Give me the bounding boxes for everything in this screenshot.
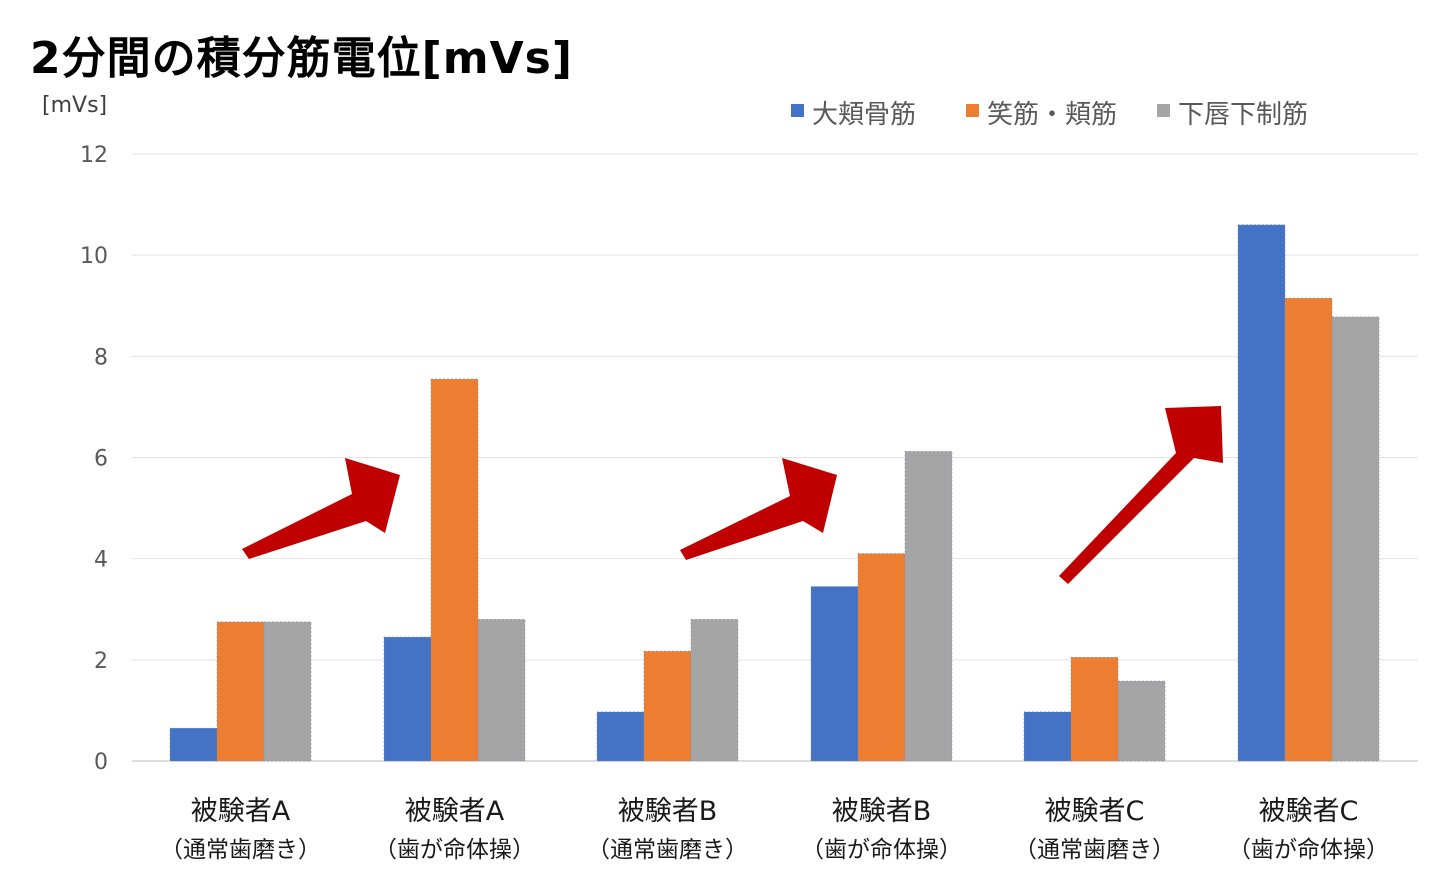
- bar-2-5: [1070, 657, 1119, 762]
- bar-1-4: [810, 586, 859, 762]
- bar-2-1: [216, 621, 265, 762]
- legend: 大頬骨筋 笑筋・頬筋 下唇下制筋: [791, 100, 1308, 130]
- bar-3-2: [477, 619, 526, 762]
- chart-title: 2分間の積分筋電位[mVs]: [30, 33, 573, 84]
- category-label: 被験者A: [191, 796, 291, 827]
- y-tick-label: 4: [94, 548, 108, 573]
- bar-3-3: [690, 619, 739, 762]
- legend-swatch: [1157, 104, 1170, 117]
- y-tick-label: 0: [94, 750, 108, 775]
- bar-2-2: [430, 378, 479, 762]
- bar-2-6: [1284, 297, 1333, 762]
- category-sublabel: （歯が命体操）: [1228, 837, 1389, 863]
- bar-3-6: [1331, 316, 1380, 762]
- trend-arrows: [242, 406, 1223, 584]
- x-axis-category-labels: 被験者A （通常歯磨き） 被験者A （歯が命体操） 被験者B （通常歯磨き） 被験者B （歯が…: [160, 796, 1389, 863]
- y-tick-label: 2: [94, 649, 108, 674]
- bar-1-6: [1237, 224, 1286, 762]
- bar-1-1: [169, 727, 218, 762]
- y-axis-unit-label: [mVs]: [42, 93, 107, 118]
- category-label: 被験者B: [832, 796, 932, 827]
- category-sublabel: （歯が命体操）: [374, 837, 535, 863]
- category-sublabel: （通常歯磨き）: [587, 837, 748, 863]
- bar-3-5: [1117, 680, 1166, 762]
- legend-label: 下唇下制筋: [1178, 100, 1308, 130]
- y-tick-label: 8: [94, 345, 108, 370]
- bar-3-1: [263, 621, 312, 762]
- trend-arrow-1: [242, 458, 400, 559]
- category-sublabel: （通常歯磨き）: [1014, 837, 1175, 863]
- bar-1-3: [596, 711, 645, 762]
- legend-label: 笑筋・頬筋: [987, 100, 1117, 130]
- legend-swatch: [966, 104, 979, 117]
- bar-1-2: [383, 636, 432, 762]
- bar-3-4: [904, 451, 953, 762]
- category-label: 被験者B: [618, 796, 718, 827]
- bar-1-5: [1023, 711, 1072, 762]
- bars: [169, 224, 1380, 762]
- y-tick-label: 12: [80, 143, 108, 168]
- category-sublabel: （歯が命体操）: [801, 837, 962, 863]
- y-tick-label: 10: [80, 244, 108, 269]
- bar-2-4: [857, 553, 906, 762]
- y-axis-ticks: 0 2 4 6 8 10 12: [80, 143, 108, 775]
- category-label: 被験者C: [1259, 796, 1359, 827]
- bar-2-3: [643, 650, 692, 762]
- legend-label: 大頬骨筋: [812, 100, 916, 130]
- category-label: 被験者A: [405, 796, 505, 827]
- gridlines: [132, 153, 1418, 762]
- trend-arrow-3: [1059, 406, 1223, 584]
- category-label: 被験者C: [1045, 796, 1145, 827]
- legend-swatch: [791, 104, 804, 117]
- category-sublabel: （通常歯磨き）: [160, 837, 321, 863]
- trend-arrow-2: [680, 458, 837, 560]
- y-tick-label: 6: [94, 447, 108, 472]
